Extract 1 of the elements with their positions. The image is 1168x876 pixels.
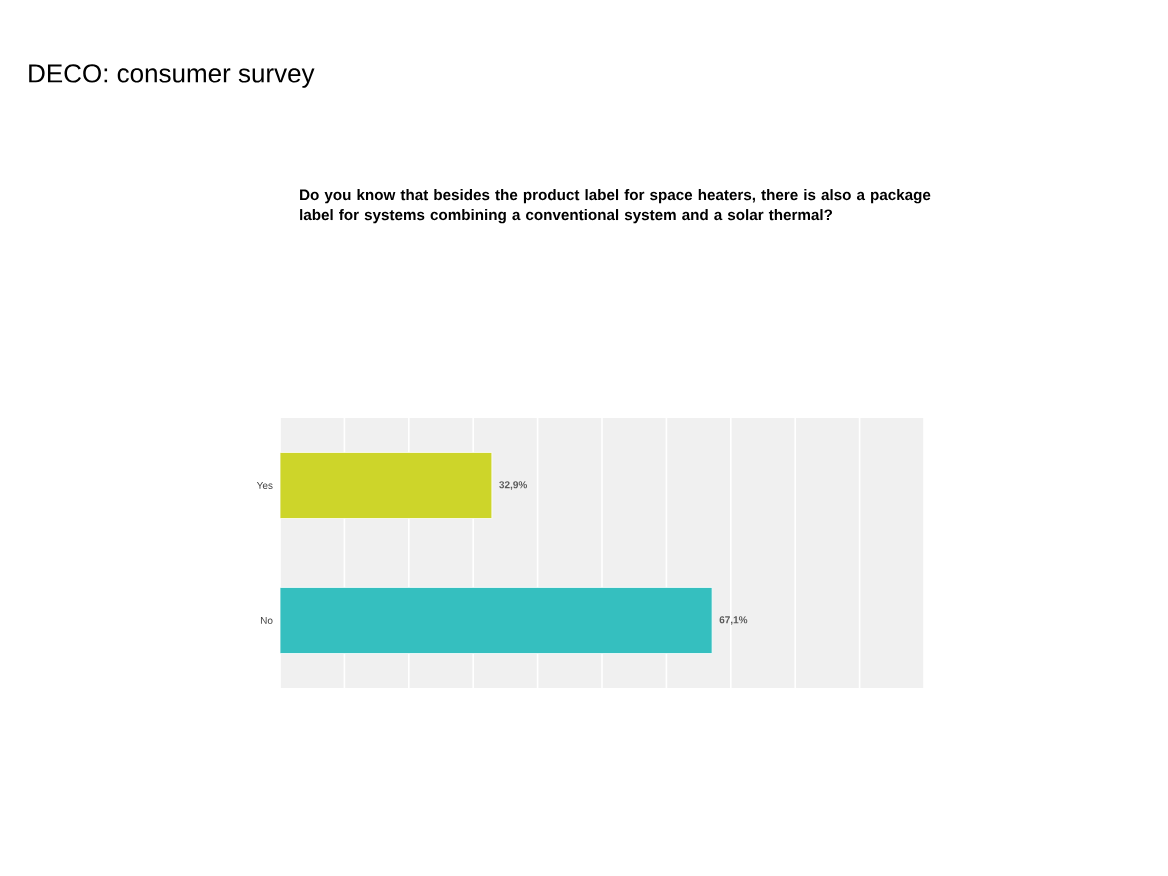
chart-title: DECO: consumer survey (29, 64, 315, 88)
